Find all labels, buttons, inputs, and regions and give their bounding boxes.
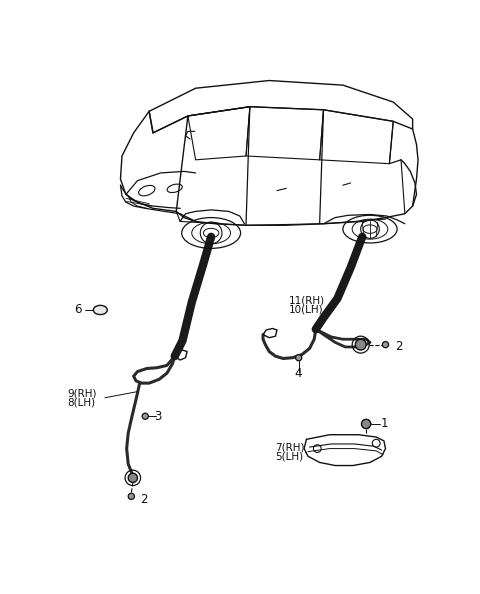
Text: 11(RH): 11(RH) <box>288 296 325 306</box>
Ellipse shape <box>93 305 107 315</box>
Circle shape <box>361 419 371 428</box>
Text: 7(RH): 7(RH) <box>276 442 305 452</box>
Text: 2: 2 <box>395 340 402 353</box>
Text: 2: 2 <box>141 493 148 506</box>
Text: 3: 3 <box>155 410 162 423</box>
Circle shape <box>128 473 137 482</box>
Text: 6: 6 <box>74 304 82 317</box>
Text: 1: 1 <box>381 418 388 431</box>
Circle shape <box>355 339 366 350</box>
Text: 10(LH): 10(LH) <box>288 305 323 315</box>
Text: 8(LH): 8(LH) <box>68 397 96 407</box>
Circle shape <box>383 342 389 347</box>
Text: 5(LH): 5(LH) <box>276 451 303 462</box>
Circle shape <box>296 355 302 361</box>
Text: 9(RH): 9(RH) <box>68 388 97 398</box>
Circle shape <box>142 413 148 419</box>
Circle shape <box>128 493 134 500</box>
Text: 4: 4 <box>294 366 301 380</box>
